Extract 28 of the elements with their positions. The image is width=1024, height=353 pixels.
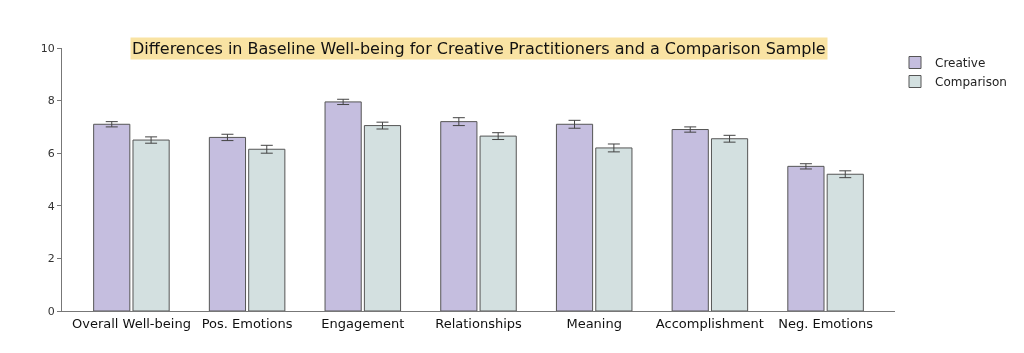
x-tick-label: Engagement (321, 315, 405, 331)
bar (208, 136, 247, 311)
bar (132, 139, 170, 311)
bar (826, 173, 864, 311)
bar (324, 101, 362, 311)
bar (710, 138, 749, 311)
y-tick-label: 0 (47, 304, 55, 318)
y-tick-label: 6 (47, 147, 55, 161)
bar (248, 148, 286, 311)
bar (787, 165, 825, 311)
x-tick-label: Pos. Emotions (201, 315, 293, 331)
x-tick-label: Overall Well-being (71, 315, 191, 331)
legend-label: Creative (935, 56, 986, 71)
bar (671, 129, 709, 311)
y-tick-label: 8 (47, 94, 55, 108)
legend-label: Comparison (935, 75, 1007, 90)
y-tick-label: 2 (47, 252, 55, 266)
y-tick-label: 10 (40, 41, 55, 55)
bar (595, 147, 633, 311)
bar (555, 123, 594, 311)
x-tick-label: Neg. Emotions (778, 315, 874, 331)
y-tick-label: 4 (47, 199, 55, 213)
chart-title: Differences in Baseline Well-being for Creative Practitioners and a Comparison Sample (132, 39, 826, 58)
x-tick-label: Meaning (566, 315, 622, 331)
x-tick-label: Accomplishment (655, 315, 764, 331)
bar (93, 123, 131, 311)
bar (363, 125, 402, 311)
x-tick-label: Relationships (435, 315, 523, 331)
